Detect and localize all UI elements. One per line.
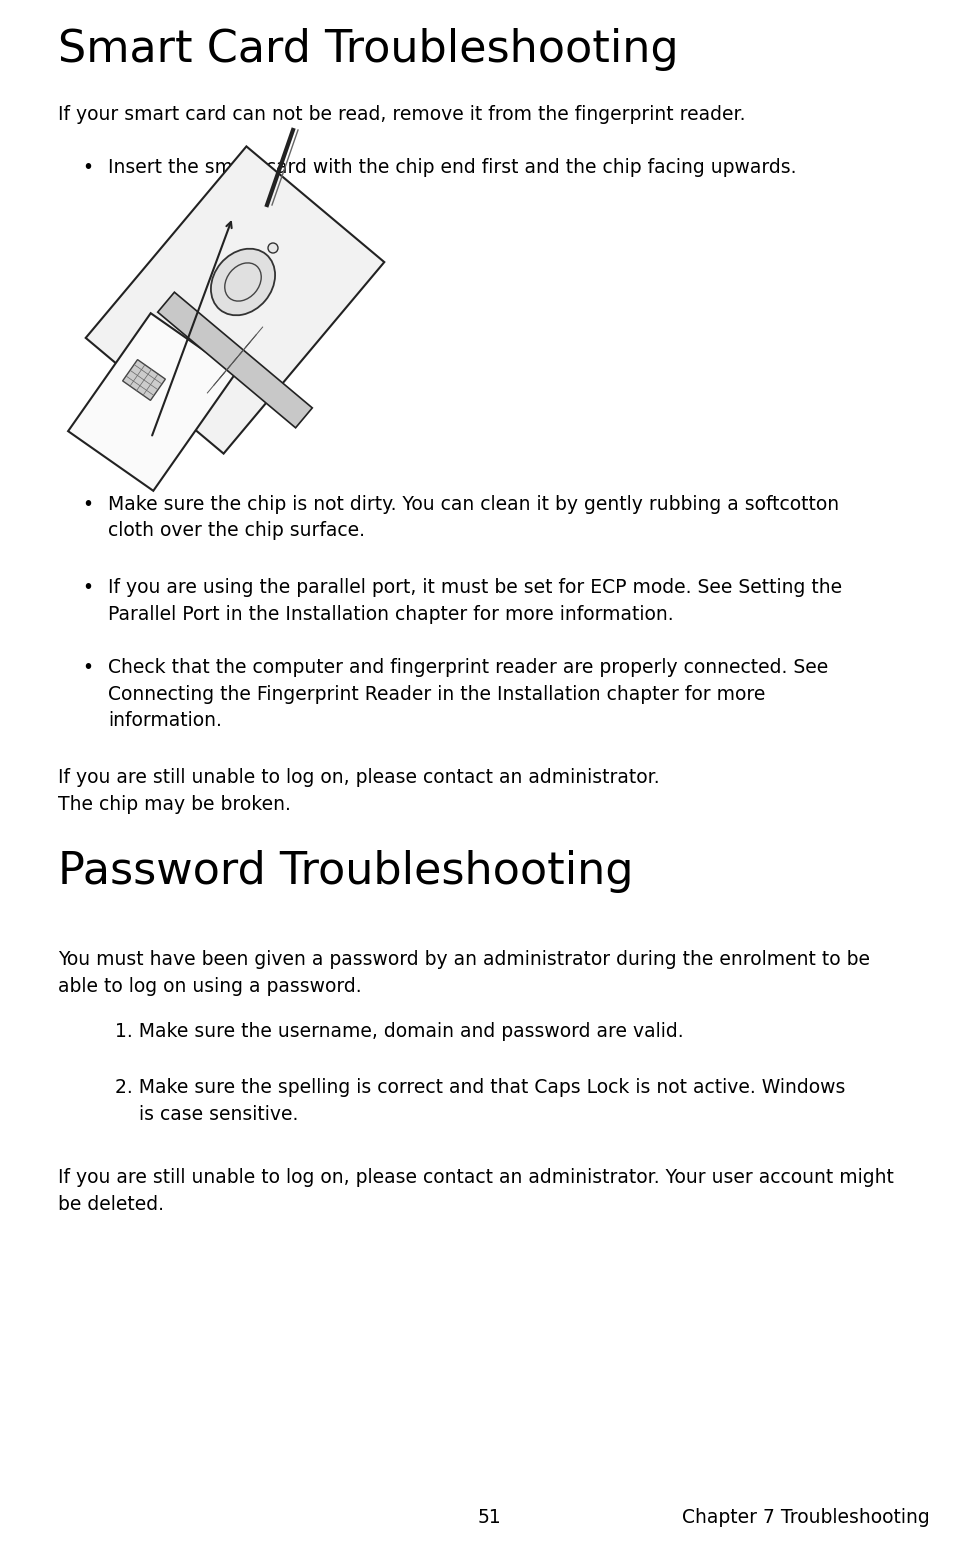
Polygon shape — [68, 313, 236, 491]
Polygon shape — [86, 147, 384, 454]
Text: Insert the smart card with the chip end first and the chip facing upwards.: Insert the smart card with the chip end … — [108, 157, 796, 177]
Text: 1. Make sure the username, domain and password are valid.: 1. Make sure the username, domain and pa… — [114, 1021, 683, 1042]
Text: Check that the computer and fingerprint reader are properly connected. See
Conne: Check that the computer and fingerprint … — [108, 657, 827, 730]
Text: Password Troubleshooting: Password Troubleshooting — [58, 850, 633, 893]
Text: If you are still unable to log on, please contact an administrator.
The chip may: If you are still unable to log on, pleas… — [58, 768, 659, 813]
Polygon shape — [122, 360, 165, 400]
Text: If you are still unable to log on, please contact an administrator. Your user ac: If you are still unable to log on, pleas… — [58, 1168, 893, 1213]
Text: 2. Make sure the spelling is correct and that Caps Lock is not active. Windows
 : 2. Make sure the spelling is correct and… — [114, 1079, 845, 1123]
Text: •: • — [82, 157, 93, 177]
Text: If you are using the parallel port, it must be set for ECP mode. See Setting the: If you are using the parallel port, it m… — [108, 579, 841, 623]
Polygon shape — [157, 292, 312, 427]
Text: If your smart card can not be read, remove it from the fingerprint reader.: If your smart card can not be read, remo… — [58, 105, 744, 123]
Text: You must have been given a password by an administrator during the enrolment to : You must have been given a password by a… — [58, 950, 869, 995]
Text: •: • — [82, 579, 93, 597]
Ellipse shape — [210, 248, 275, 315]
Text: •: • — [82, 495, 93, 514]
Circle shape — [268, 242, 278, 253]
Text: Chapter 7 Troubleshooting: Chapter 7 Troubleshooting — [682, 1508, 929, 1528]
Text: Smart Card Troubleshooting: Smart Card Troubleshooting — [58, 28, 678, 71]
Text: Make sure the chip is not dirty. You can clean it by gently rubbing a softcotton: Make sure the chip is not dirty. You can… — [108, 495, 838, 540]
Text: •: • — [82, 657, 93, 677]
Text: 51: 51 — [476, 1508, 501, 1528]
